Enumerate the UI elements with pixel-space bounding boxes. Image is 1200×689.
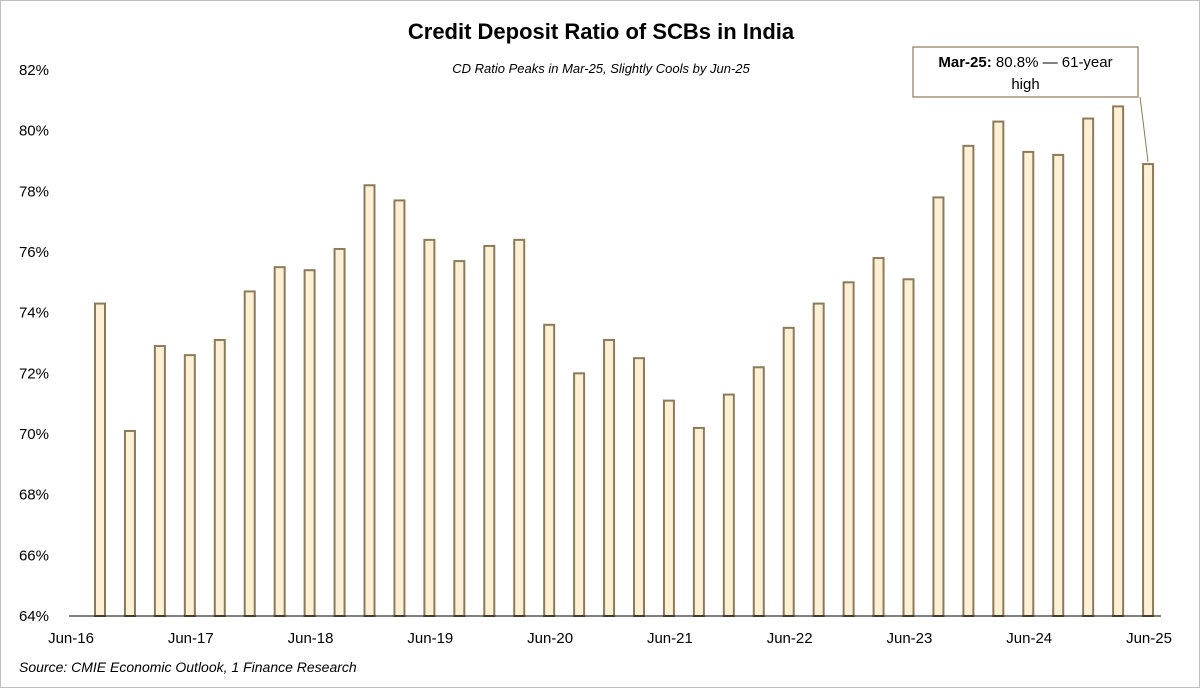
y-tick-label: 64% [19,608,49,625]
bar [183,354,196,617]
peak-annotation: Mar-25: 80.8% — 61-year high [912,46,1149,163]
bar [902,278,915,617]
bar [483,244,496,618]
source-note: Source: CMIE Economic Outlook, 1 Finance… [19,659,357,675]
bar [423,238,436,617]
x-tick-label: Jun-22 [767,630,813,647]
bar [393,199,406,618]
bar [872,257,885,617]
annotation-leader [1139,96,1149,163]
bar [1052,153,1065,618]
y-tick-label: 74% [19,305,49,322]
chart-title: Credit Deposit Ratio of SCBs in India [408,19,795,44]
bar [303,269,316,617]
annotation-text: 80.8% — 61-year [996,54,1113,71]
x-tick-label: Jun-21 [647,630,693,647]
x-tick-label: Jun-24 [1006,630,1052,647]
y-tick-label: 80% [19,123,49,140]
x-tick-label: Jun-25 [1126,630,1172,647]
x-tick-label: Jun-19 [407,630,453,647]
bar [962,144,975,617]
annotation-box [912,46,1139,98]
bar [1082,117,1095,618]
annotation-line-1: Mar-25: 80.8% — 61-year [938,54,1112,71]
bar [94,302,106,617]
x-tick-label: Jun-20 [527,630,573,647]
bar [513,238,526,617]
bars [94,105,1155,618]
x-tick-label: Jun-16 [48,630,94,647]
bar [363,184,376,617]
bar [842,281,855,617]
x-axis: Jun-16 Jun-17 Jun-18 Jun-19 Jun-20 Jun-21 Jun-… [48,615,1172,647]
bar [243,290,256,617]
y-tick-label: 70% [19,426,49,443]
bar [603,338,616,617]
bar [662,399,675,617]
bar [573,372,586,618]
annotation-label: Mar-25: [938,54,991,71]
y-tick-label: 76% [19,244,49,261]
bar [123,429,136,618]
annotation-line-2: high [1011,76,1039,93]
x-tick-label: Jun-23 [887,630,933,647]
bar [333,247,346,617]
bar [153,345,166,617]
bar [932,196,945,617]
bar [213,338,226,617]
bar [543,323,556,617]
x-tick-label: Jun-17 [168,630,214,647]
y-axis: 64% 66% 68% 70% 72% 74% 76% 78% 80% 82% [19,62,49,625]
bar [812,302,825,617]
y-tick-label: 78% [19,183,49,200]
bar [1112,105,1125,618]
x-tick-label: Jun-18 [288,630,334,647]
bar [273,266,286,617]
bar [633,357,645,617]
y-tick-label: 82% [19,62,49,79]
bar [992,120,1005,617]
y-tick-label: 66% [19,547,49,564]
bar [1142,163,1155,618]
bar [1022,150,1035,617]
bar [782,326,795,617]
bar [752,366,765,617]
chart-subtitle: CD Ratio Peaks in Mar-25, Slightly Cools… [452,61,750,76]
bar [453,260,466,617]
y-tick-label: 68% [19,487,49,504]
bar [692,426,705,617]
y-tick-label: 72% [19,365,49,382]
bar [722,393,735,618]
